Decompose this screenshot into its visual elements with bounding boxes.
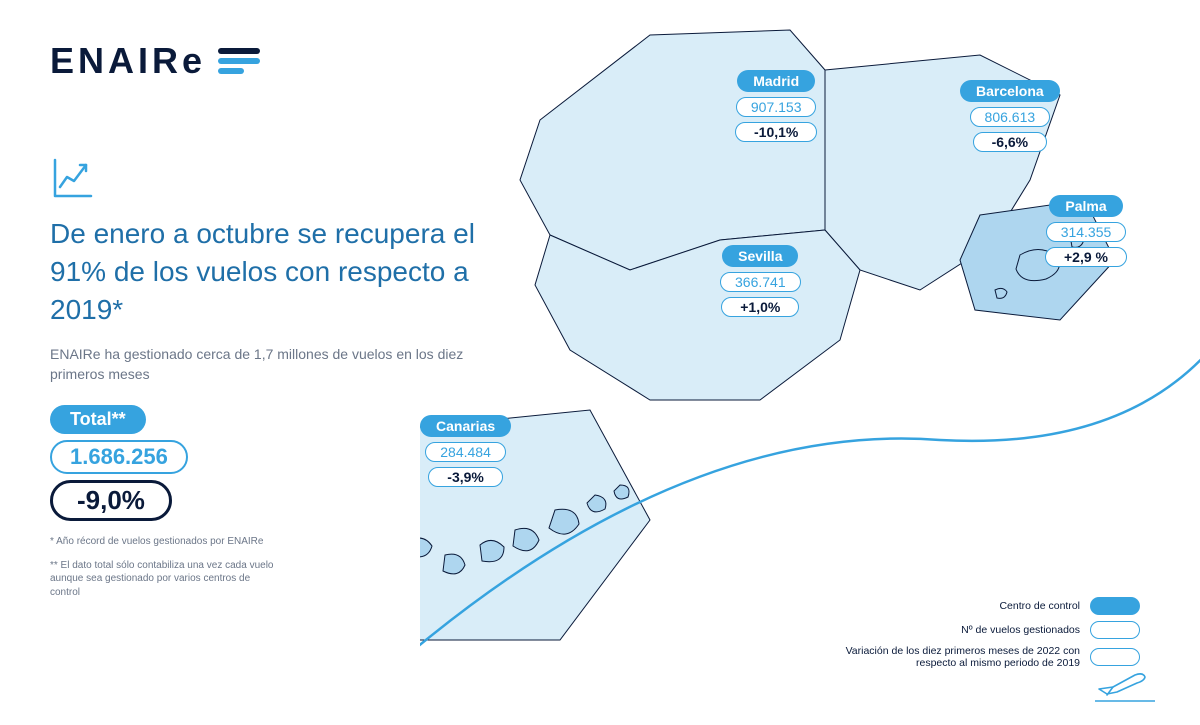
footnote-b: ** El dato total sólo contabiliza una ve… bbox=[50, 559, 280, 600]
total-flights-pill: 1.686.256 bbox=[50, 440, 188, 474]
region-flights-pill: 314.355 bbox=[1046, 222, 1127, 242]
region-pct-pill: -3,9% bbox=[428, 467, 503, 487]
legend: Centro de control Nº de vuelos gestionad… bbox=[820, 597, 1140, 675]
legend-swatch-outline bbox=[1090, 621, 1140, 639]
brand-name: ENAIRe bbox=[50, 40, 206, 82]
region-barcelona: Barcelona 806.613 -6,6% bbox=[960, 80, 1060, 152]
region-pct-pill: -6,6% bbox=[973, 132, 1048, 152]
region-name-pill: Palma bbox=[1049, 195, 1122, 217]
legend-swatch-filled bbox=[1090, 597, 1140, 615]
legend-label-2: Nº de vuelos gestionados bbox=[961, 624, 1080, 636]
region-canarias: Canarias 284.484 -3,9% bbox=[420, 415, 511, 487]
footnote-a: * Año récord de vuelos gestionados por E… bbox=[50, 535, 280, 549]
region-sevilla: Sevilla 366.741 +1,0% bbox=[720, 245, 801, 317]
region-name-pill: Barcelona bbox=[960, 80, 1060, 102]
region-pct-pill: +1,0% bbox=[721, 297, 799, 317]
legend-label-1: Centro de control bbox=[999, 600, 1080, 612]
region-flights-pill: 284.484 bbox=[425, 442, 506, 462]
region-pct-pill: -10,1% bbox=[735, 122, 817, 142]
brand-logo: ENAIRe bbox=[50, 40, 260, 82]
region-flights-pill: 366.741 bbox=[720, 272, 801, 292]
region-palma: Palma 314.355 +2,9 % bbox=[1045, 195, 1127, 267]
region-pct-pill: +2,9 % bbox=[1045, 247, 1127, 267]
region-name-pill: Madrid bbox=[737, 70, 815, 92]
region-name-pill: Sevilla bbox=[722, 245, 798, 267]
region-madrid: Madrid 907.153 -10,1% bbox=[735, 70, 817, 142]
legend-label-3: Variación de los diez primeros meses de … bbox=[820, 645, 1080, 669]
region-flights-pill: 806.613 bbox=[970, 107, 1051, 127]
total-block: Total** 1.686.256 -9,0% * Año récord de … bbox=[50, 405, 280, 599]
region-name-pill: Canarias bbox=[420, 415, 511, 437]
legend-swatch-outline bbox=[1090, 648, 1140, 666]
total-label-pill: Total** bbox=[50, 405, 146, 434]
growth-chart-icon bbox=[50, 155, 96, 201]
total-pct-pill: -9,0% bbox=[50, 480, 172, 521]
region-flights-pill: 907.153 bbox=[736, 97, 817, 117]
brand-bars-icon bbox=[218, 48, 260, 74]
plane-takeoff-icon bbox=[1095, 669, 1155, 705]
